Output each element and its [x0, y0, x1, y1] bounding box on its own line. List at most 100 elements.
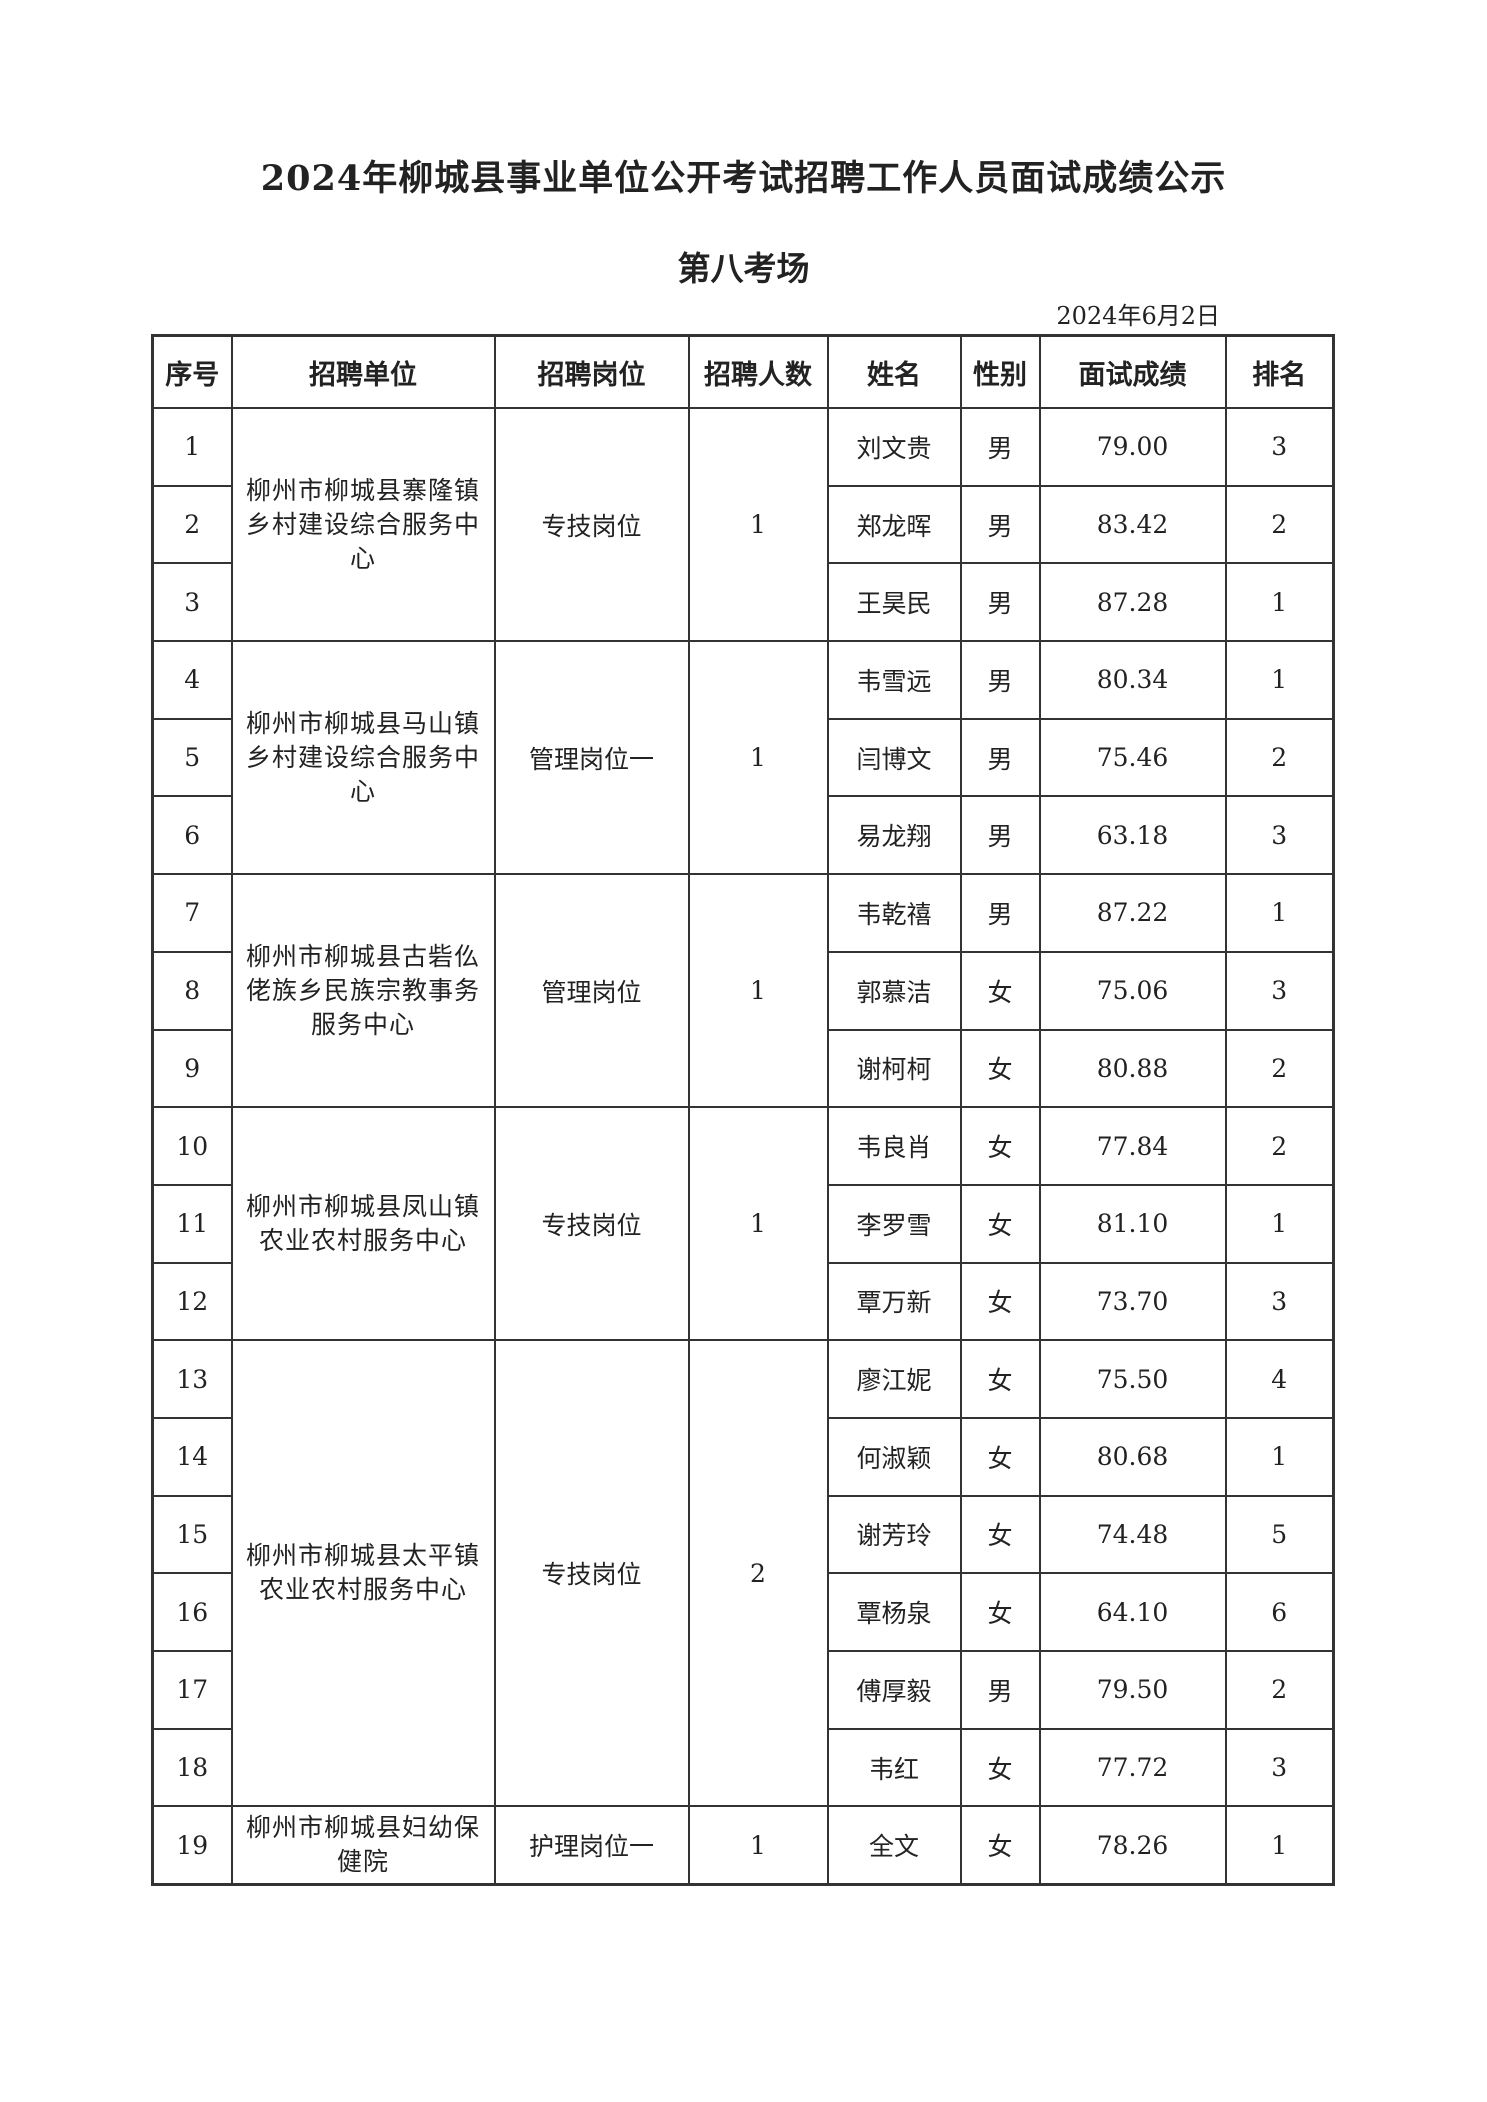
- rank: 1: [1224, 1416, 1335, 1497]
- interview-score: 80.88: [1038, 1028, 1227, 1109]
- recruiting-position: 管理岗位: [493, 873, 690, 1109]
- rank: 1: [1224, 1183, 1335, 1264]
- header-rank: 排名: [1224, 334, 1335, 409]
- table-header-row: 序号 招聘单位 招聘岗位 招聘人数 姓名 性别 面试成绩 排名: [151, 334, 1335, 409]
- table-row: 2 郑龙晖男 83.42 2: [151, 484, 1335, 565]
- rank: 2: [1224, 1028, 1335, 1109]
- candidate-name: 傅厚毅: [826, 1650, 962, 1730]
- table-row: 7 柳州市柳城县古砦仫佬族乡民族宗教事务服务中心 管理岗位 1 韦乾禧男 87.22 1: [151, 873, 1335, 1109]
- row-index: 7: [151, 873, 233, 953]
- candidate-gender: 女: [959, 1572, 1041, 1652]
- candidate-name: 何淑颖: [826, 1416, 962, 1497]
- candidate-gender: 女: [959, 1727, 1041, 1808]
- rank: 2: [1224, 1106, 1335, 1186]
- candidate-name: 易龙翔: [826, 795, 962, 876]
- table-row: 12 覃万新女 73.70 3: [151, 1261, 1335, 1342]
- candidate-gender: 女: [959, 1494, 1041, 1575]
- table-row: 16 覃杨泉女 64.10 6: [151, 1572, 1335, 1652]
- row-index: 4: [151, 640, 233, 720]
- recruit-count: 1: [687, 1106, 829, 1342]
- rank: 6: [1224, 1572, 1335, 1652]
- table-row: 19 柳州市柳城县妇幼保健院 护理岗位一 1 全文女 78.26 1: [151, 1805, 1335, 1886]
- table-row: 15 谢芳玲女 74.48 5: [151, 1494, 1335, 1575]
- interview-score: 75.06: [1038, 950, 1227, 1031]
- row-index: 2: [151, 484, 233, 565]
- table-row: 14 何淑颖女 80.68 1: [151, 1416, 1335, 1497]
- row-index: 6: [151, 795, 233, 876]
- candidate-name: 谢芳玲: [826, 1494, 962, 1575]
- candidate-name: 覃杨泉: [826, 1572, 962, 1652]
- row-index: 12: [151, 1261, 233, 1342]
- interview-score: 87.22: [1038, 873, 1227, 953]
- interview-score: 79.00: [1038, 407, 1227, 487]
- candidate-name: 闫博文: [826, 717, 962, 798]
- table-row: 18 韦红女 77.72 3: [151, 1727, 1335, 1808]
- rank: 1: [1224, 1805, 1335, 1886]
- recruit-count: 1: [687, 640, 829, 876]
- recruiting-unit: 柳州市柳城县古砦仫佬族乡民族宗教事务服务中心: [230, 873, 496, 1109]
- candidate-gender: 女: [959, 1261, 1041, 1342]
- row-index: 5: [151, 717, 233, 798]
- header-count: 招聘人数: [687, 334, 829, 409]
- header-gender: 性别: [959, 334, 1041, 409]
- candidate-name: 韦雪远: [826, 640, 962, 720]
- table-row: 6 易龙翔男 63.18 3: [151, 795, 1335, 876]
- header-unit: 招聘单位: [230, 334, 496, 409]
- row-index: 1: [151, 407, 233, 487]
- recruiting-position: 专技岗位: [493, 406, 690, 643]
- publish-date: 2024年6月2日: [1056, 302, 1220, 330]
- interview-score: 87.28: [1038, 562, 1227, 643]
- header-score: 面试成绩: [1038, 334, 1227, 409]
- recruit-count: 1: [687, 873, 829, 1109]
- recruiting-position: 管理岗位一: [493, 640, 690, 876]
- interview-score: 63.18: [1038, 795, 1227, 876]
- row-index: 14: [151, 1416, 233, 1497]
- candidate-name: 韦红: [826, 1727, 962, 1808]
- interview-score: 80.34: [1038, 640, 1227, 720]
- candidate-name: 王昊民: [826, 562, 962, 643]
- recruiting-unit: 柳州市柳城县太平镇农业农村服务中心: [230, 1339, 496, 1808]
- recruiting-unit: 柳州市柳城县寨隆镇乡村建设综合服务中心: [230, 406, 496, 643]
- candidate-name: 韦良肖: [826, 1106, 962, 1186]
- interview-score: 79.50: [1038, 1650, 1227, 1730]
- candidate-gender: 女: [959, 1416, 1041, 1497]
- row-index: 3: [151, 562, 233, 643]
- candidate-gender: 男: [959, 640, 1041, 720]
- candidate-gender: 女: [959, 1106, 1041, 1186]
- recruiting-position: 专技岗位: [493, 1106, 690, 1342]
- rank: 3: [1224, 950, 1335, 1031]
- candidate-gender: 男: [959, 407, 1041, 487]
- row-index: 17: [151, 1650, 233, 1730]
- candidate-gender: 女: [959, 1339, 1041, 1419]
- table-row: 3 王昊民男 87.28 1: [151, 562, 1335, 643]
- interview-score: 81.10: [1038, 1183, 1227, 1264]
- table-row: 17 傅厚毅男 79.50 2: [151, 1650, 1335, 1730]
- table-row: 11 李罗雪女 81.10 1: [151, 1183, 1335, 1264]
- recruiting-position: 专技岗位: [493, 1339, 690, 1808]
- candidate-name: 郑龙晖: [826, 484, 962, 565]
- rank: 3: [1224, 1261, 1335, 1342]
- interview-score: 80.68: [1038, 1416, 1227, 1497]
- candidate-name: 郭慕洁: [826, 950, 962, 1031]
- header-position: 招聘岗位: [493, 334, 690, 409]
- interview-score: 77.72: [1038, 1727, 1227, 1808]
- interview-score: 75.50: [1038, 1339, 1227, 1419]
- rank: 2: [1224, 1650, 1335, 1730]
- rank: 1: [1224, 640, 1335, 720]
- rank: 1: [1224, 562, 1335, 643]
- candidate-gender: 女: [959, 1183, 1041, 1264]
- score-table: 序号 招聘单位 招聘岗位 招聘人数 姓名 性别 面试成绩 排名 1 柳州市柳城县寨…: [151, 334, 1335, 1887]
- header-name: 姓名: [826, 334, 962, 409]
- row-index: 19: [151, 1805, 233, 1886]
- recruit-count: 1: [687, 406, 829, 643]
- candidate-gender: 男: [959, 717, 1041, 798]
- row-index: 10: [151, 1106, 233, 1186]
- candidate-name: 廖江妮: [826, 1339, 962, 1419]
- recruiting-position: 护理岗位一: [493, 1805, 690, 1886]
- recruit-count: 1: [687, 1805, 829, 1886]
- row-index: 13: [151, 1339, 233, 1419]
- row-index: 8: [151, 950, 233, 1031]
- row-index: 18: [151, 1727, 233, 1808]
- candidate-gender: 女: [959, 1805, 1041, 1886]
- header-index: 序号: [151, 334, 233, 409]
